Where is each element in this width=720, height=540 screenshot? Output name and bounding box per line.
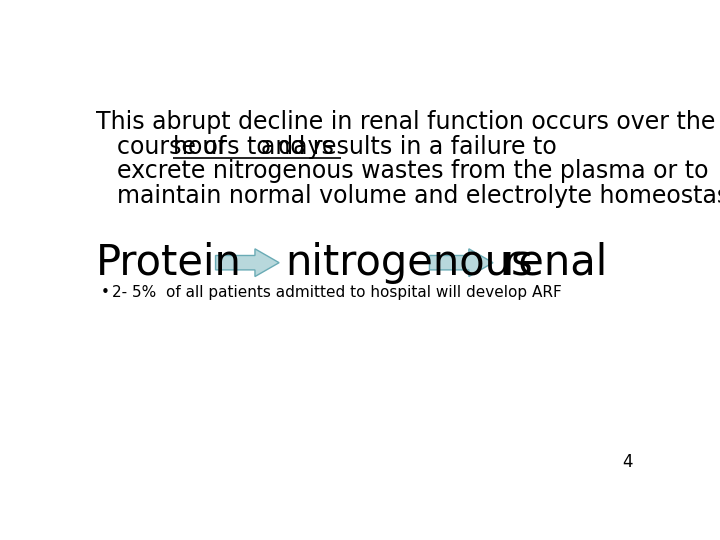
Polygon shape (215, 249, 279, 276)
Text: 4: 4 (622, 454, 632, 471)
Text: Protein: Protein (96, 242, 242, 284)
Text: nitrogenous: nitrogenous (285, 242, 533, 284)
Text: This abrupt decline in renal function occurs over the: This abrupt decline in renal function oc… (96, 110, 716, 134)
Text: renal: renal (503, 242, 608, 284)
Text: hours to days: hours to days (173, 135, 341, 159)
Text: maintain normal volume and electrolyte homeostasis.: maintain normal volume and electrolyte h… (117, 184, 720, 208)
Text: •: • (101, 285, 109, 300)
Text: and results in a failure to: and results in a failure to (261, 135, 557, 159)
Text: course of: course of (117, 135, 234, 159)
Polygon shape (429, 249, 493, 276)
Text: 2- 5%  of all patients admitted to hospital will develop ARF: 2- 5% of all patients admitted to hospit… (112, 285, 562, 300)
Text: excrete nitrogenous wastes from the plasma or to: excrete nitrogenous wastes from the plas… (117, 159, 708, 184)
